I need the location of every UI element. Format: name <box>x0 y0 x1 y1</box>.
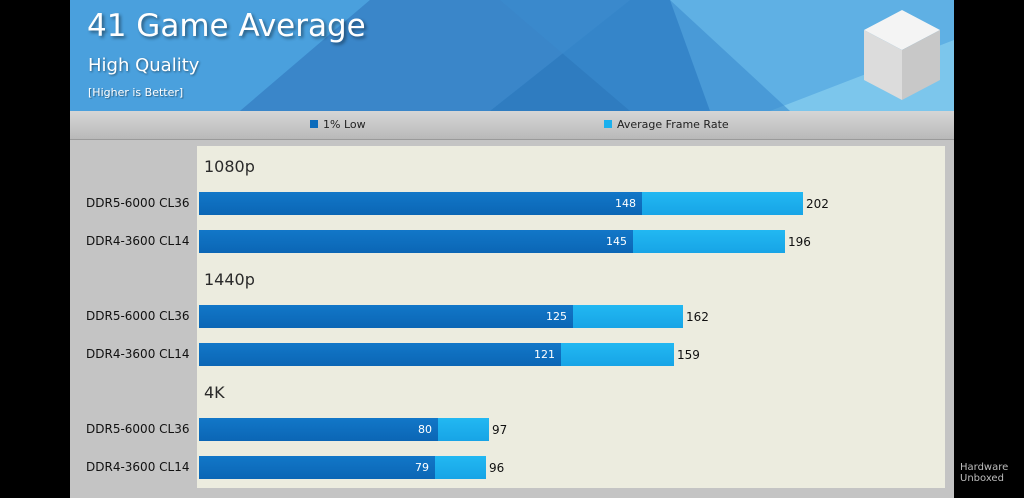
group-label: 1440p <box>204 270 255 289</box>
category-label: DDR5-6000 CL36 <box>86 309 190 323</box>
category-label: DDR4-3600 CL14 <box>86 234 190 248</box>
category-label: DDR4-3600 CL14 <box>86 460 190 474</box>
group-label: 4K <box>204 383 225 402</box>
bar-1pct-low <box>199 418 438 441</box>
legend-swatch-avg <box>604 120 612 128</box>
value-label-avg: 159 <box>677 348 700 362</box>
value-label-low: 80 <box>418 423 432 436</box>
bar-1pct-low <box>199 192 642 215</box>
legend-swatch-low <box>310 120 318 128</box>
watermark: Hardware Unboxed <box>960 462 1008 484</box>
category-label: DDR4-3600 CL14 <box>86 347 190 361</box>
chart-header: 41 Game Average High Quality [Higher is … <box>70 0 954 111</box>
chart-subtitle: High Quality <box>88 55 200 76</box>
bar-1pct-low <box>199 343 561 366</box>
legend-item-avg: Average Frame Rate <box>604 118 729 131</box>
value-label-avg: 97 <box>492 423 508 437</box>
category-label: DDR5-6000 CL36 <box>86 422 190 436</box>
cube-logo-icon <box>864 10 940 100</box>
chart-frame: 41 Game Average High Quality [Higher is … <box>70 0 954 498</box>
bar-1pct-low <box>199 230 633 253</box>
value-label-avg: 202 <box>806 197 829 211</box>
legend-label-avg: Average Frame Rate <box>617 118 729 131</box>
value-label-low: 145 <box>606 235 627 248</box>
legend: 1% Low Average Frame Rate <box>70 111 954 140</box>
value-label-avg: 196 <box>788 235 811 249</box>
value-label-low: 148 <box>615 197 636 210</box>
bar-1pct-low <box>199 456 435 479</box>
value-label-low: 121 <box>534 348 555 361</box>
bar-1pct-low <box>199 305 573 328</box>
chart-note: [Higher is Better] <box>88 86 184 99</box>
chart-title: 41 Game Average <box>87 8 366 44</box>
value-label-avg: 96 <box>489 461 505 475</box>
legend-label-low: 1% Low <box>323 118 366 131</box>
group-label: 1080p <box>204 157 255 176</box>
value-label-low: 125 <box>546 310 567 323</box>
value-label-low: 79 <box>415 461 429 474</box>
value-label-avg: 162 <box>686 310 709 324</box>
watermark-line-2: Unboxed <box>960 473 1004 484</box>
watermark-line-1: Hardware <box>960 462 1009 473</box>
category-label: DDR5-6000 CL36 <box>86 196 190 210</box>
category-axis-panel <box>70 146 197 488</box>
legend-item-low: 1% Low <box>310 118 366 131</box>
